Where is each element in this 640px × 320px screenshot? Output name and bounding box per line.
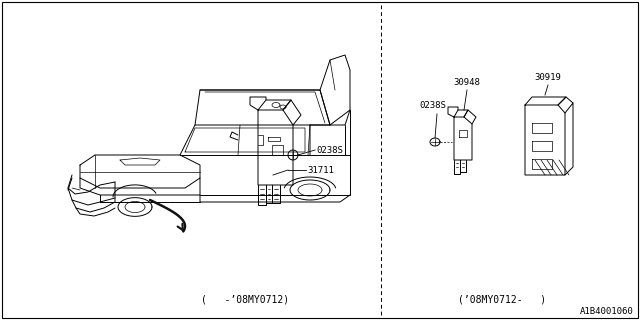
Text: A1B4001060: A1B4001060 — [580, 307, 634, 316]
Text: 0238S: 0238S — [420, 101, 447, 110]
Text: (   -’08MY0712): ( -’08MY0712) — [201, 295, 289, 305]
Text: 0238S: 0238S — [316, 146, 343, 155]
Text: 31711: 31711 — [307, 165, 334, 174]
Text: 30948: 30948 — [454, 78, 481, 87]
Text: (’08MY0712-   ): (’08MY0712- ) — [458, 295, 546, 305]
Text: 30919: 30919 — [534, 73, 561, 82]
